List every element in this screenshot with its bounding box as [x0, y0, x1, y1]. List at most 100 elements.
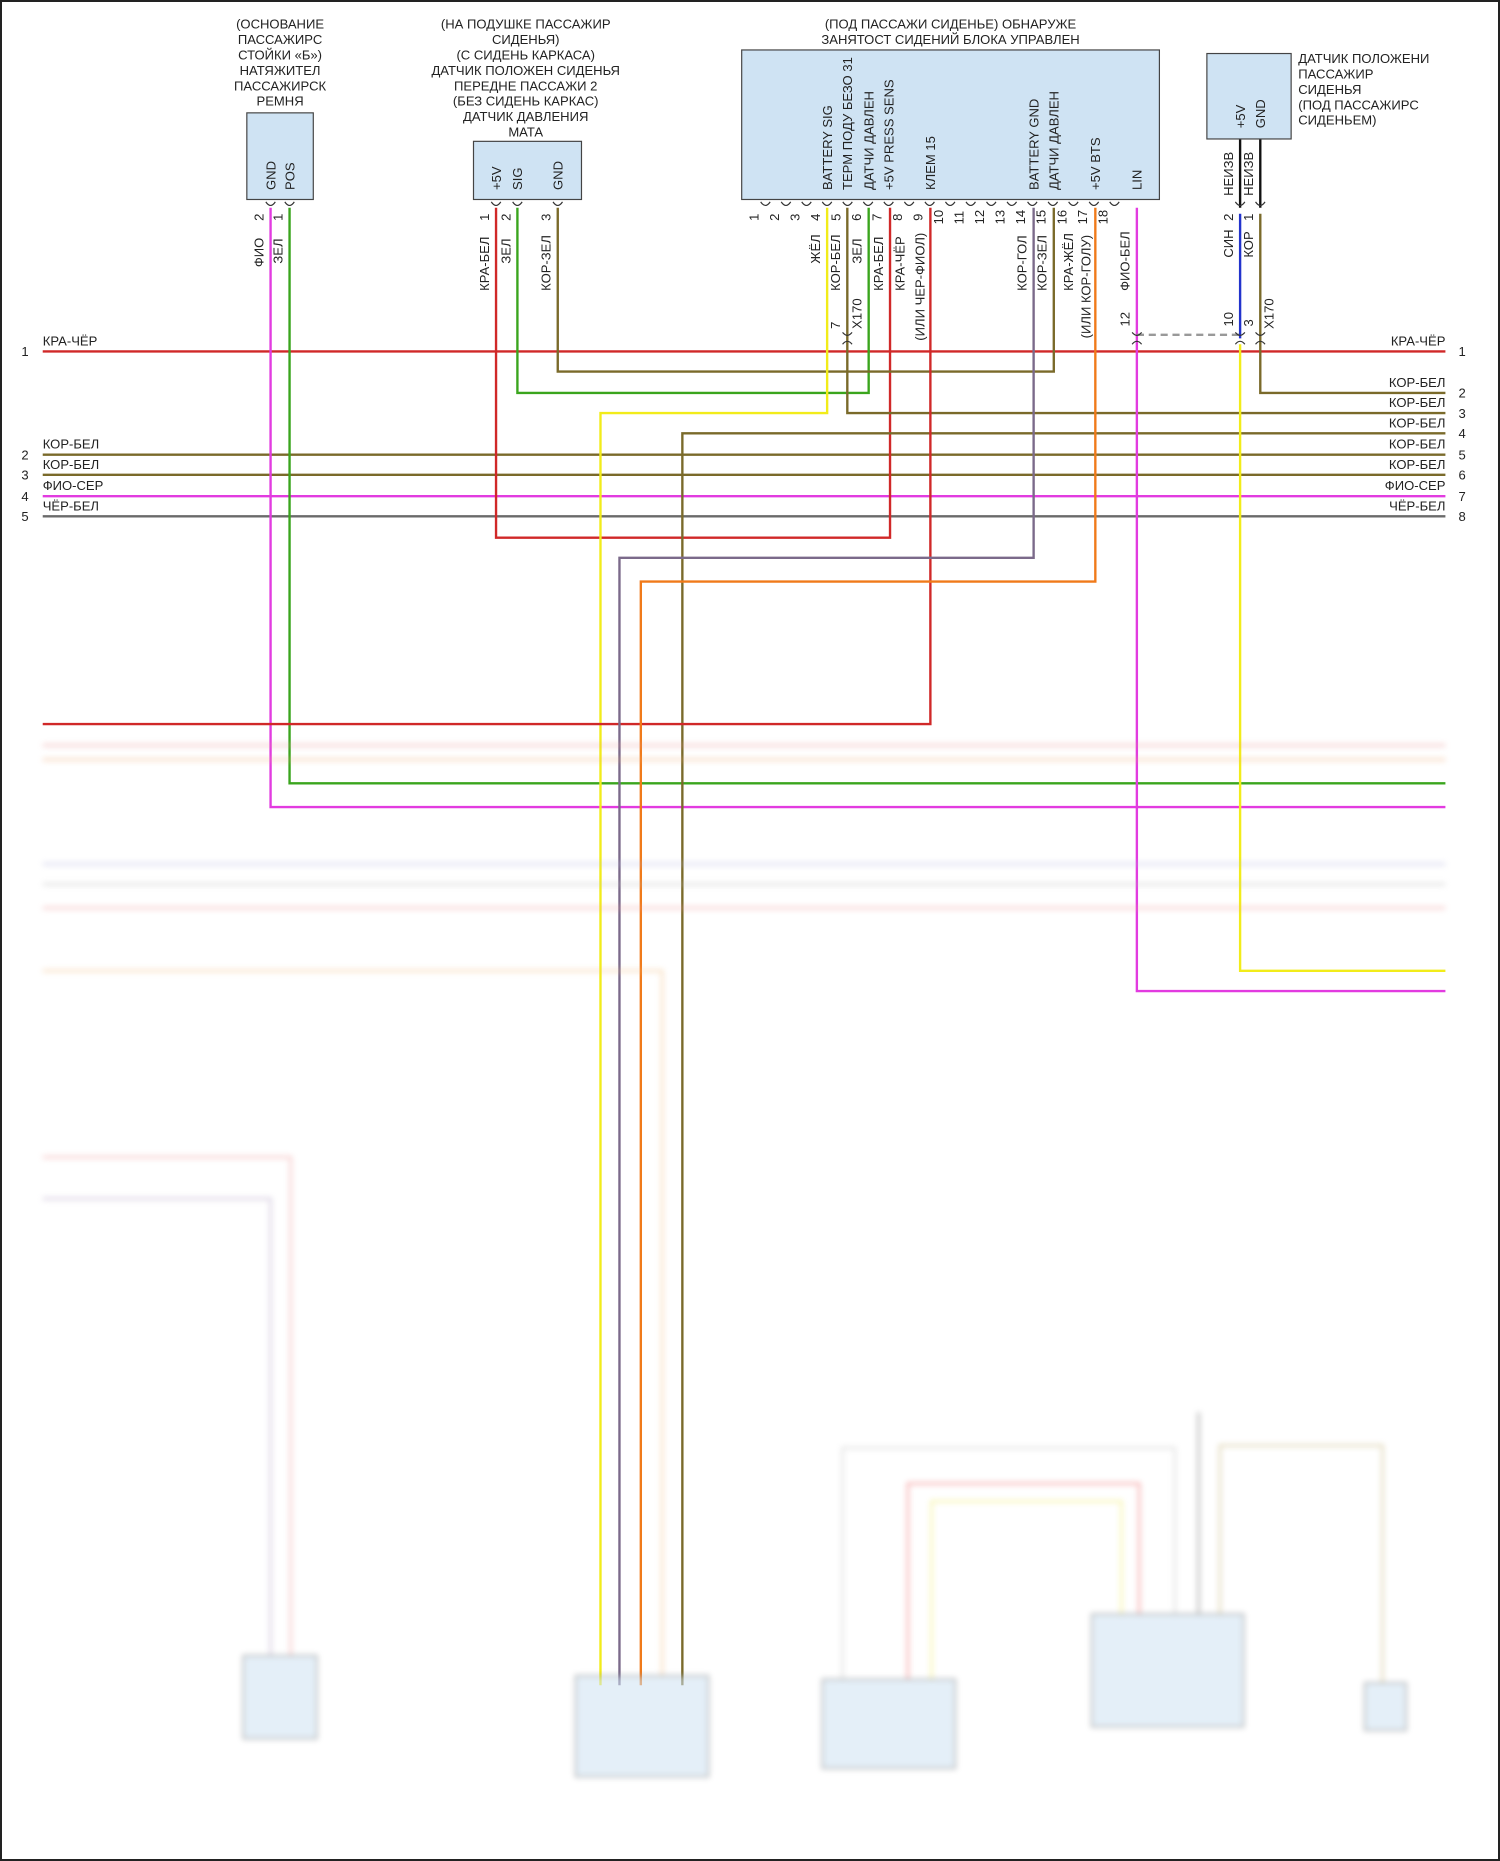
belt-tensioner-title: НАТЯЖИТЕЛ: [240, 63, 321, 78]
pin-number: 8: [890, 214, 905, 221]
pin-number: 3: [539, 214, 554, 221]
wire-color-label: КОР-ЗЕЛ: [1035, 235, 1050, 291]
pin-number: 1: [1241, 214, 1256, 221]
pin-name: POS: [282, 162, 297, 190]
blurred-connector: [821, 1678, 956, 1769]
pin-number: 11: [952, 211, 967, 225]
wire-color-label: КРА-ЖЁЛ: [1061, 233, 1076, 291]
wire-color-label: НЕИЗВ: [1221, 152, 1236, 196]
blurred-connector: [1364, 1682, 1407, 1731]
pin-number: 2: [498, 214, 513, 221]
pin-number: 15: [1034, 210, 1049, 225]
wire-color-label: ЗЕЛ: [850, 238, 865, 263]
pin-number: 2: [251, 214, 266, 221]
harness-right-number: 8: [1458, 509, 1465, 524]
seat-position-sensor-connector: [1206, 52, 1292, 140]
harness-right-color: ФИО-СЕР: [1385, 478, 1446, 493]
blurred-wire: [42, 1197, 272, 1662]
pin-terminal-icon: [512, 201, 523, 207]
harness-right-number: 1: [1458, 344, 1465, 359]
wire-color-label: КОР-БЕЛ: [828, 234, 843, 290]
pin-name: GND: [1253, 99, 1268, 128]
wire-sps-gnd: [1259, 213, 1446, 395]
pin-terminal-icon: [821, 201, 833, 207]
harness-right-number: 2: [1458, 386, 1465, 401]
inline-pin-number: 7: [828, 322, 843, 329]
harness-right-number: 3: [1458, 406, 1465, 421]
harness-left-color: ФИО-СЕР: [43, 478, 104, 493]
blurred-connector: [574, 1675, 710, 1778]
pin-name: BATTERY SIG: [820, 105, 835, 190]
pin-number: 14: [1013, 210, 1028, 225]
connectors: [246, 49, 1292, 345]
harness-left-number: 3: [21, 468, 28, 483]
wire-color-label: ЗЕЛ: [498, 238, 513, 263]
pin-number: 18: [1095, 210, 1110, 225]
pin-terminal-icon: [760, 201, 771, 207]
inline-connector-icon: [842, 332, 853, 345]
wire-cu-4: [599, 207, 829, 1686]
pin-number: 1: [746, 214, 761, 221]
wire-color-label: ЗЕЛ: [270, 238, 285, 263]
pin-name: +5V: [1233, 104, 1248, 128]
wire-color-label: СИН: [1221, 229, 1236, 257]
pin-name: SIG: [510, 168, 525, 190]
pin-terminal-icon: [490, 201, 502, 207]
harness-left-color: КРА-ЧЁР: [43, 333, 98, 348]
belt-tensioner-title: РЕМНЯ: [257, 94, 304, 109]
pin-terminal-icon: [1027, 201, 1038, 207]
mat-sensor-title: (НА ПОДУШКЕ ПАССАЖИР: [441, 17, 611, 32]
pin-name: +5V: [489, 166, 504, 190]
wire-color-label: КРА-БЕЛ: [477, 237, 492, 291]
control-unit-title: ЗАНЯТОСТ СИДЕНИЙ БЛОКА УПРАВЛЕН: [821, 32, 1079, 47]
harness-right-color: КОР-БЕЛ: [1389, 437, 1445, 452]
blurred-wire: [841, 1446, 1177, 1686]
harness-left-number: 5: [21, 509, 28, 524]
pin-terminal-icon: [944, 201, 956, 207]
inline-connector-icon: [1255, 332, 1266, 345]
blurred-lower-section: [42, 744, 1446, 1778]
inline-connector-name: X170: [850, 298, 865, 328]
wire-color-label: ФИО-БЕЛ: [1118, 231, 1133, 291]
mat-sensor-title: (БЕЗ СИДЕНЬ КАРКАС): [453, 94, 599, 109]
mat-sensor-title: МАТА: [508, 125, 543, 140]
mat-sensor-title: ДАТЧИК ДАВЛЕНИЯ: [463, 109, 588, 124]
pin-number: 6: [849, 214, 864, 221]
blurred-wire: [930, 1500, 1123, 1686]
mat-sensor-title: ДАТЧИК ПОЛОЖЕН СИДЕНЬЯ: [431, 63, 620, 78]
harness-right-number: 4: [1458, 426, 1465, 441]
wire-cu-9: [42, 207, 932, 726]
wire-mat-sig: [516, 207, 870, 395]
pin-terminal-icon: [1047, 201, 1059, 207]
harness-right-color: КОР-БЕЛ: [1389, 457, 1445, 472]
pin-number: 1: [477, 214, 492, 221]
belt-tensioner-title: (ОСНОВАНИЕ: [236, 17, 324, 32]
pin-name: GND: [263, 161, 278, 190]
harness-right-color: КРА-ЧЁР: [1391, 333, 1446, 348]
pin-terminal-icon: [780, 201, 792, 207]
wire-color-label: НЕИЗВ: [1241, 152, 1256, 196]
pin-terminal-icon: [842, 201, 853, 207]
pin-terminal-icon: [801, 201, 812, 207]
pin-number: 17: [1075, 210, 1090, 225]
control-unit-connector: [741, 49, 1161, 201]
seat-position-sensor-title: ДАТЧИК ПОЛОЖЕНИ: [1298, 51, 1429, 66]
harness-right-number: 6: [1458, 468, 1465, 483]
harness-left-color: ЧЁР-БЕЛ: [43, 498, 99, 513]
pin-terminal-icon: [986, 201, 997, 207]
harness-left-number: 2: [21, 447, 28, 462]
inline-pin-number: 12: [1118, 312, 1133, 327]
inline-connector-icon: [1234, 332, 1246, 345]
mat-sensor-title: (С СИДЕНЬ КАРКАСА): [456, 47, 595, 62]
pin-terminal-icon: [1006, 201, 1018, 207]
mat-sensor-connector: [472, 140, 583, 201]
seat-position-sensor-title: СИДЕНЬЕМ): [1298, 113, 1376, 128]
pin-terminal-icon: [1088, 201, 1100, 207]
pin-name: ДАТЧИ ДАВЛЕН: [861, 91, 876, 190]
blurred-connector: [242, 1654, 318, 1740]
harness-left-color: КОР-БЕЛ: [43, 457, 99, 472]
pin-name: LIN: [1130, 170, 1145, 190]
belt-tensioner-title: СТОЙКИ «Б»): [238, 47, 322, 62]
wire-belt-gnd: [269, 207, 1446, 809]
